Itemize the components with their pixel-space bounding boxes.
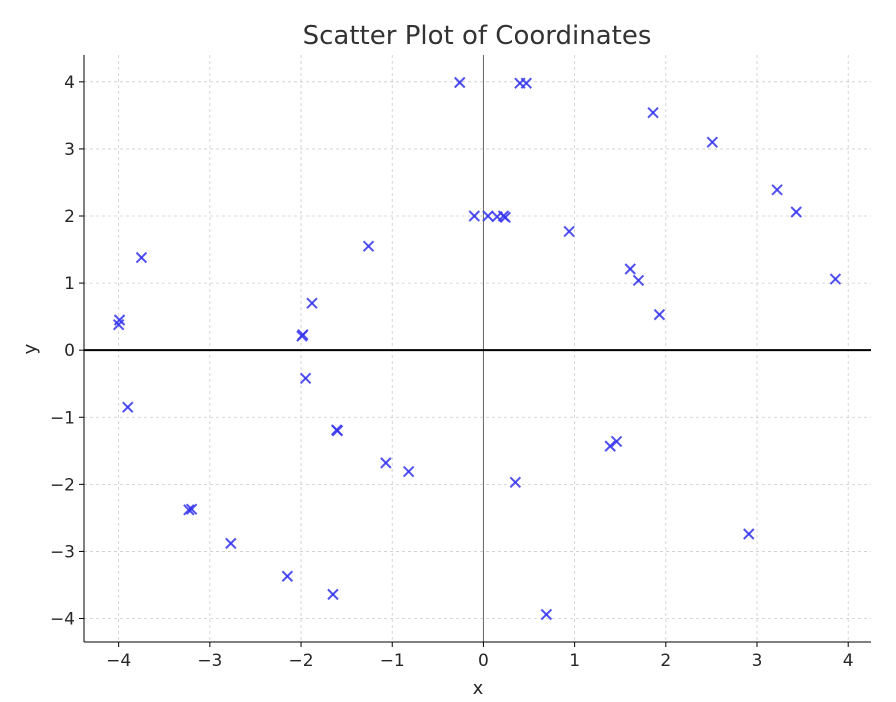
data-point-20 [482,210,494,222]
y-tick-label-5: 1 [64,274,75,294]
y-axis-label: y [20,343,41,354]
x-tick-label-1: −3 [197,651,222,671]
data-point-30 [610,435,623,448]
data-point-34 [653,308,666,321]
zero-lines [84,55,871,642]
x-axis-ticks: −4 −3 −2 −1 0 1 2 3 4 [106,642,854,671]
data-point-3 [122,401,134,413]
x-tick-label-2: −2 [289,651,314,671]
y-tick-label-3: −1 [50,408,75,428]
x-tick-label-5: 1 [569,651,580,671]
y-tick-label-7: 3 [64,140,75,160]
data-point-10 [299,372,312,385]
y-tick-label-1: −3 [50,542,75,562]
data-point-33 [647,106,659,119]
data-point-28 [563,225,575,238]
data-point-32 [632,274,645,287]
data-point-11 [306,297,318,309]
data-point-19 [468,210,481,222]
axes-spines [83,55,871,643]
data-point-7 [281,570,294,582]
x-tick-label-7: 3 [752,651,763,671]
x-tick-label-3: −1 [380,651,405,671]
y-tick-label-8: 4 [64,73,75,93]
x-tick-label-4: 0 [478,651,489,671]
data-point-15 [362,240,375,252]
data-point-26 [520,77,532,89]
x-tick-label-8: 4 [843,651,854,671]
data-point-6 [225,537,237,550]
data-point-18 [454,76,466,89]
data-point-29 [604,440,616,452]
x-axis-label: x [473,678,484,699]
data-point-5 [185,503,198,515]
data-point-38 [790,206,802,218]
grid [84,55,871,642]
data-point-39 [829,273,842,285]
x-tick-label-6: 2 [660,651,671,671]
y-tick-label-6: 2 [64,207,75,227]
data-point-36 [743,528,755,540]
data-point-35 [706,136,719,148]
data-point-16 [380,457,392,469]
data-point-24 [509,476,522,489]
data-point-4 [183,504,195,516]
data-point-14 [331,424,344,437]
y-tick-label-4: 0 [64,341,75,361]
data-point-17 [402,465,415,478]
data-point-12 [327,588,339,601]
y-tick-label-2: −2 [50,475,75,495]
data-point-23 [499,211,512,224]
y-axis-ticks: −4 −3 −2 −1 0 1 2 3 4 [50,73,84,630]
data-point-9 [297,329,309,341]
data-point-37 [771,184,783,196]
data-point-1 [113,314,126,326]
data-point-27 [540,608,553,621]
chart-title: Scatter Plot of Coordinates [303,21,652,51]
x-tick-label-0: −4 [106,651,131,671]
y-tick-label-0: −4 [50,610,75,630]
data-point-2 [135,251,148,264]
data-point-31 [624,263,636,275]
data-points [112,76,842,621]
